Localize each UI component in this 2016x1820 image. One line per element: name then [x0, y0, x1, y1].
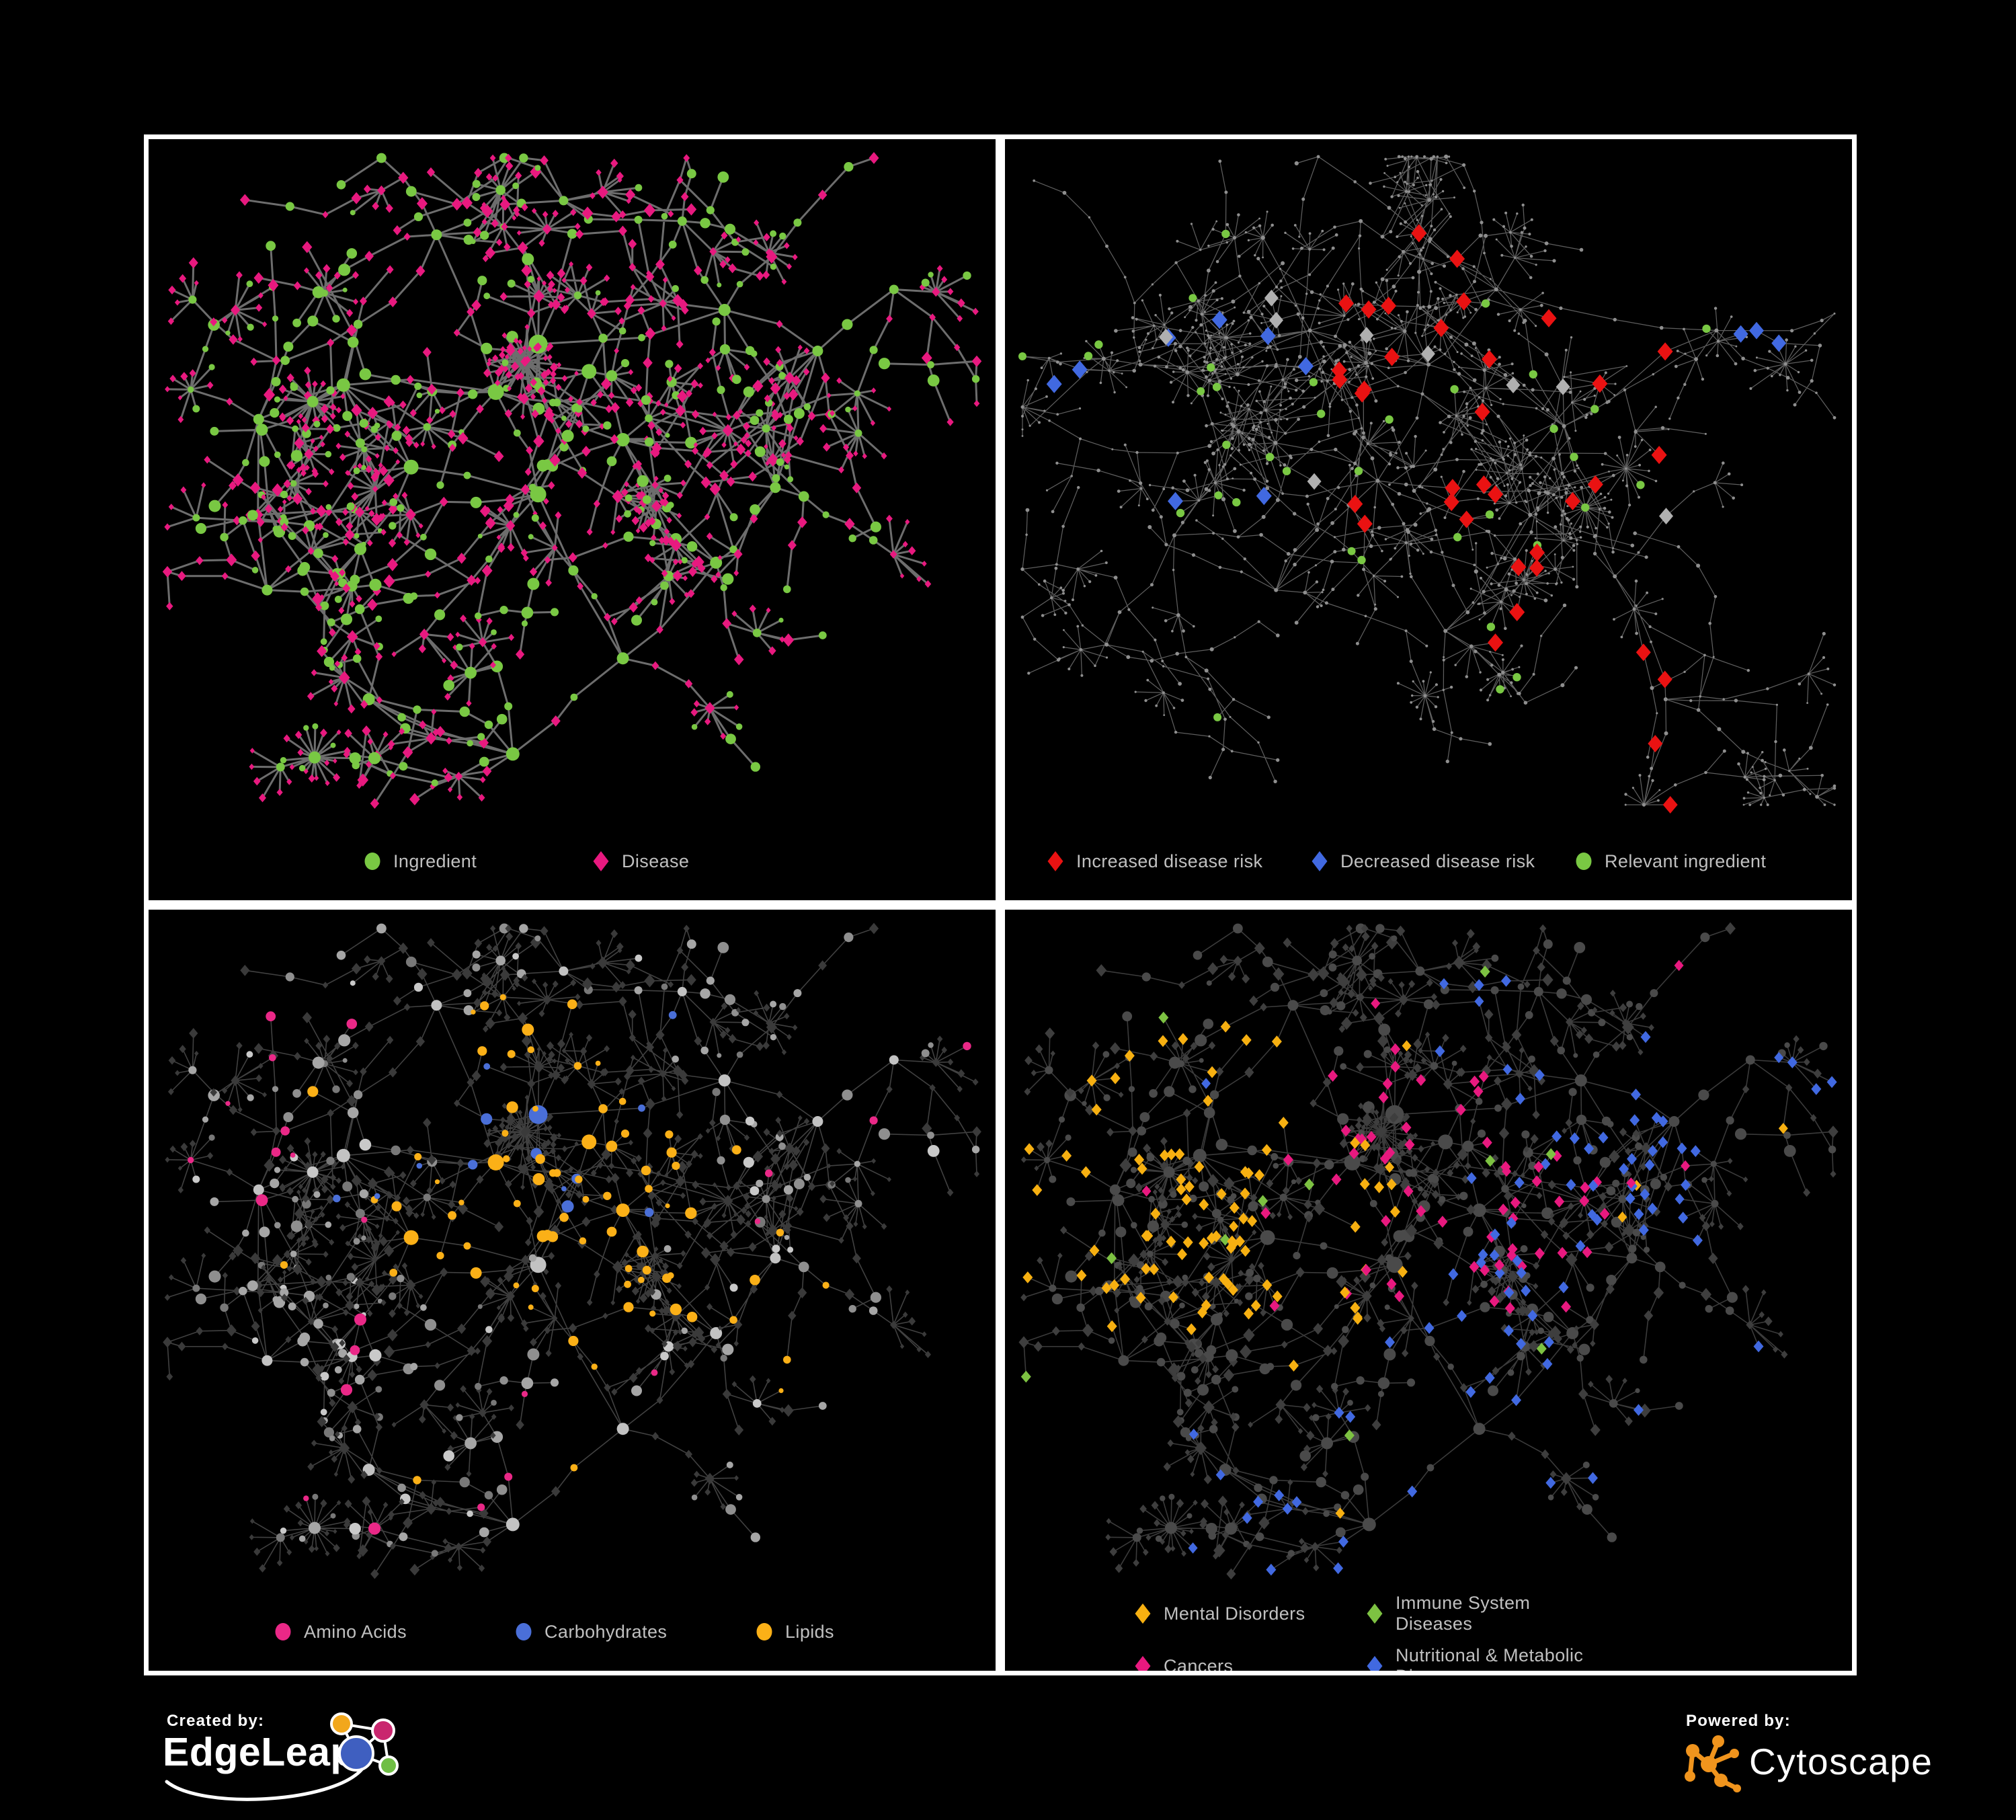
cytoscape-credit: Powered by: Cytoscape	[1681, 1708, 1963, 1815]
diamond-marker-icon	[591, 850, 611, 873]
legend-item-carbohydrates: Carbohydrates	[514, 1620, 754, 1643]
cytoscape-logo-icon	[1685, 1735, 1741, 1792]
legend-item-lipids: Lipids	[754, 1620, 995, 1643]
legend-label: Ingredient	[393, 850, 477, 871]
legend-item-immune-system-diseases: Immune System Diseases	[1365, 1593, 1597, 1634]
panel-disease-classes: Mental Disorders Immune System Diseases Ca…	[1000, 905, 1857, 1675]
circle-marker-icon	[1574, 850, 1594, 873]
legend-item-ingredient: Ingredient	[362, 850, 591, 873]
legend-item-nutritional-metabolic-diseases: Nutritional & Metabolic Diseases	[1365, 1645, 1597, 1671]
legend-nutrient-classes: Amino Acids Carbohydrates Lipids	[149, 1593, 996, 1671]
legend-label: Mental Disorders	[1164, 1603, 1305, 1624]
circle-marker-icon	[514, 1620, 534, 1643]
diamond-marker-icon	[1309, 850, 1330, 873]
legend-item-decreased-disease-risk: Decreased disease risk	[1309, 850, 1574, 873]
edgeleap-swoosh-icon	[165, 1768, 364, 1801]
legend-item-mental-disorders: Mental Disorders	[1133, 1602, 1365, 1625]
legend-item-cancers: Cancers	[1133, 1655, 1365, 1675]
legend-disease-risk: Increased disease risk Decreased disease …	[1005, 822, 1852, 900]
legend-label: Disease	[622, 850, 690, 871]
network-canvas-nutrient-classes	[163, 922, 981, 1579]
panel-disease-risk: Increased disease risk Decreased disease …	[1000, 134, 1857, 905]
cytoscape-wordmark: Cytoscape	[1749, 1741, 1933, 1782]
edgeleap-logo-icon	[330, 1712, 399, 1776]
legend-label: Immune System Diseases	[1396, 1593, 1531, 1634]
legend-row: Amino Acids Carbohydrates Lipids	[273, 1620, 996, 1643]
legend-disease-classes: Mental Disorders Immune System Diseases Ca…	[1005, 1593, 1852, 1675]
legend-label: Lipids	[785, 1621, 834, 1642]
edgeleap-credit: Created by: EdgeLeap	[160, 1708, 402, 1819]
legend-item-disease: Disease	[591, 850, 819, 873]
figure-grid: Ingredient Disease Increased disease risk…	[144, 134, 1857, 1675]
legend-label: Cancers	[1164, 1655, 1234, 1675]
legend-label: Relevant ingredient	[1605, 850, 1767, 871]
legend-row: Ingredient Disease	[362, 850, 996, 873]
legend-label: Increased disease risk	[1076, 850, 1263, 871]
circle-marker-icon	[362, 850, 382, 873]
panel-nutrient-classes: Amino Acids Carbohydrates Lipids	[144, 905, 1000, 1675]
legend-row: Increased disease risk Decreased disease …	[1045, 850, 1852, 873]
network-canvas-disease-classes	[1018, 922, 1839, 1580]
diamond-marker-icon	[1133, 1602, 1153, 1625]
circle-marker-icon	[754, 1620, 774, 1643]
diamond-marker-icon	[1365, 1655, 1385, 1671]
legend-item-relevant-ingredient: Relevant ingredient	[1574, 850, 1838, 873]
network-canvas-ingredient-disease	[162, 152, 982, 809]
diamond-marker-icon	[1045, 850, 1065, 873]
panel-ingredient-disease: Ingredient Disease	[144, 134, 1000, 905]
circle-marker-icon	[273, 1620, 293, 1643]
created-by-label: Created by:	[167, 1712, 265, 1730]
legend-label: Nutritional & Metabolic Diseases	[1396, 1645, 1584, 1671]
legend-label: Amino Acids	[304, 1621, 407, 1642]
legend-item-increased-disease-risk: Increased disease risk	[1045, 850, 1309, 873]
powered-by-label: Powered by:	[1686, 1712, 1791, 1730]
network-canvas-disease-risk	[1018, 154, 1837, 814]
legend-row: Cancers Nutritional & Metabolic Diseases	[1133, 1645, 1852, 1675]
legend-row: Mental Disorders Immune System Diseases	[1133, 1593, 1852, 1634]
diamond-marker-icon	[1365, 1602, 1385, 1625]
legend-label: Decreased disease risk	[1340, 850, 1535, 871]
edgeleap-wordmark: EdgeLeap	[163, 1730, 355, 1774]
legend-label: Carbohydrates	[545, 1621, 668, 1642]
legend-ingredient-disease: Ingredient Disease	[149, 822, 996, 900]
legend-item-amino-acids: Amino Acids	[273, 1620, 514, 1643]
diamond-marker-icon	[1133, 1655, 1153, 1671]
